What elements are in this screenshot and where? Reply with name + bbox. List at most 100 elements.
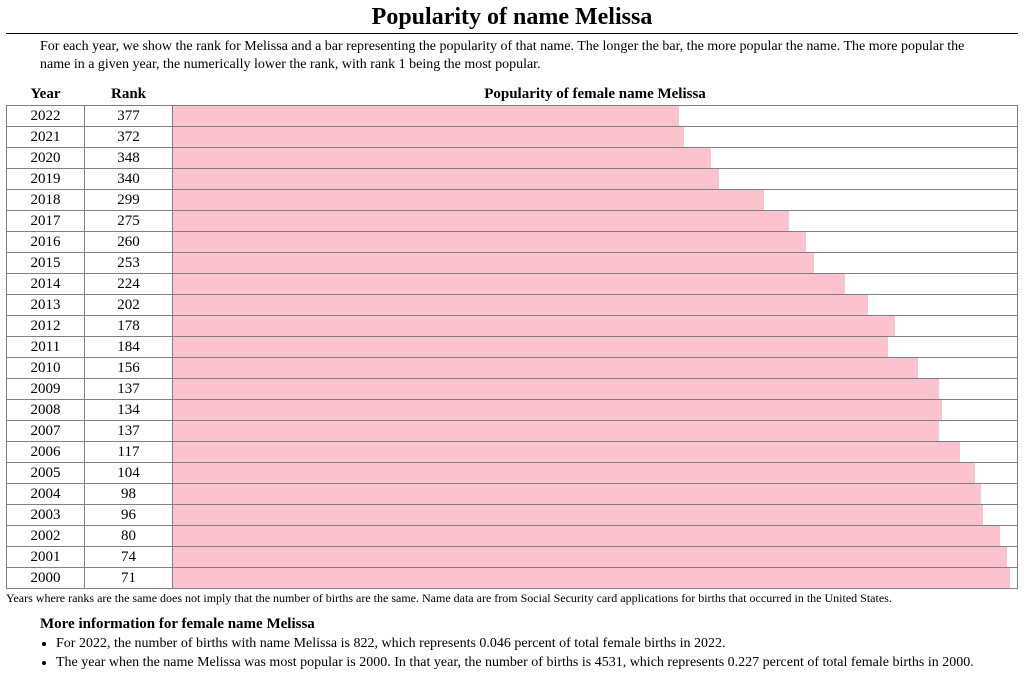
table-row: 2008134 [7, 400, 1018, 421]
rank-cell: 340 [85, 169, 173, 190]
bar-cell [173, 274, 1018, 295]
popularity-bar [173, 547, 1007, 567]
year-cell: 2012 [7, 316, 85, 337]
bar-cell [173, 232, 1018, 253]
bar-cell [173, 148, 1018, 169]
table-row: 200498 [7, 484, 1018, 505]
bar-cell [173, 127, 1018, 148]
header-popularity: Popularity of female name Melissa [173, 84, 1018, 106]
table-row: 2013202 [7, 295, 1018, 316]
year-cell: 2010 [7, 358, 85, 379]
year-cell: 2019 [7, 169, 85, 190]
popularity-bar [173, 505, 983, 525]
popularity-bar [173, 568, 1010, 588]
bar-cell [173, 379, 1018, 400]
header-year: Year [7, 84, 85, 106]
table-row: 2017275 [7, 211, 1018, 232]
table-row: 2014224 [7, 274, 1018, 295]
popularity-bar [173, 484, 981, 504]
year-cell: 2022 [7, 106, 85, 127]
popularity-bar [173, 127, 684, 147]
bar-cell [173, 358, 1018, 379]
table-row: 2019340 [7, 169, 1018, 190]
year-cell: 2020 [7, 148, 85, 169]
rank-cell: 74 [85, 547, 173, 568]
rank-cell: 98 [85, 484, 173, 505]
table-row: 2011184 [7, 337, 1018, 358]
popularity-bar [173, 295, 868, 315]
table-row: 200071 [7, 568, 1018, 589]
year-cell: 2001 [7, 547, 85, 568]
table-row: 2012178 [7, 316, 1018, 337]
bar-cell [173, 568, 1018, 589]
table-row: 2010156 [7, 358, 1018, 379]
rank-cell: 104 [85, 463, 173, 484]
bar-cell [173, 484, 1018, 505]
popularity-bar [173, 358, 918, 378]
rank-cell: 184 [85, 337, 173, 358]
bar-cell [173, 211, 1018, 232]
year-cell: 2007 [7, 421, 85, 442]
year-cell: 2003 [7, 505, 85, 526]
bar-cell [173, 295, 1018, 316]
year-cell: 2016 [7, 232, 85, 253]
bar-cell [173, 316, 1018, 337]
more-info-item: The year when the name Melissa was most … [56, 654, 984, 672]
more-info-item: For 2022, the number of births with name… [56, 635, 984, 653]
popularity-bar [173, 274, 845, 294]
popularity-bar [173, 169, 719, 189]
title-divider [6, 33, 1018, 34]
rank-cell: 348 [85, 148, 173, 169]
popularity-bar [173, 463, 975, 483]
popularity-bar [173, 526, 1000, 546]
year-cell: 2017 [7, 211, 85, 232]
year-cell: 2013 [7, 295, 85, 316]
rank-cell: 260 [85, 232, 173, 253]
popularity-bar [173, 211, 789, 231]
popularity-bar [173, 442, 960, 462]
rank-cell: 96 [85, 505, 173, 526]
year-cell: 2015 [7, 253, 85, 274]
table-row: 2018299 [7, 190, 1018, 211]
table-row: 2005104 [7, 463, 1018, 484]
year-cell: 2005 [7, 463, 85, 484]
popularity-bar [173, 379, 939, 399]
footnote-text: Years where ranks are the same does not … [6, 591, 1018, 605]
year-cell: 2021 [7, 127, 85, 148]
popularity-bar [173, 316, 895, 336]
table-row: 2009137 [7, 379, 1018, 400]
table-row: 2020348 [7, 148, 1018, 169]
popularity-bar [173, 148, 711, 168]
rank-cell: 71 [85, 568, 173, 589]
popularity-bar [173, 106, 679, 126]
rank-cell: 134 [85, 400, 173, 421]
table-row: 200280 [7, 526, 1018, 547]
popularity-bar [173, 421, 939, 441]
popularity-bar [173, 400, 942, 420]
year-cell: 2006 [7, 442, 85, 463]
year-cell: 2009 [7, 379, 85, 400]
header-rank: Rank [85, 84, 173, 106]
rank-cell: 253 [85, 253, 173, 274]
rank-cell: 178 [85, 316, 173, 337]
rank-cell: 137 [85, 379, 173, 400]
year-cell: 2014 [7, 274, 85, 295]
bar-cell [173, 505, 1018, 526]
popularity-bar [173, 232, 806, 252]
bar-cell [173, 400, 1018, 421]
year-cell: 2002 [7, 526, 85, 547]
table-row: 2006117 [7, 442, 1018, 463]
popularity-table: Year Rank Popularity of female name Meli… [6, 84, 1018, 589]
table-row: 2022377 [7, 106, 1018, 127]
rank-cell: 80 [85, 526, 173, 547]
table-row: 200396 [7, 505, 1018, 526]
bar-cell [173, 190, 1018, 211]
rank-cell: 202 [85, 295, 173, 316]
bar-cell [173, 442, 1018, 463]
more-info-title: More information for female name Melissa [40, 616, 1024, 633]
table-row: 200174 [7, 547, 1018, 568]
popularity-bar [173, 253, 814, 273]
table-row: 2016260 [7, 232, 1018, 253]
rank-cell: 156 [85, 358, 173, 379]
year-cell: 2004 [7, 484, 85, 505]
